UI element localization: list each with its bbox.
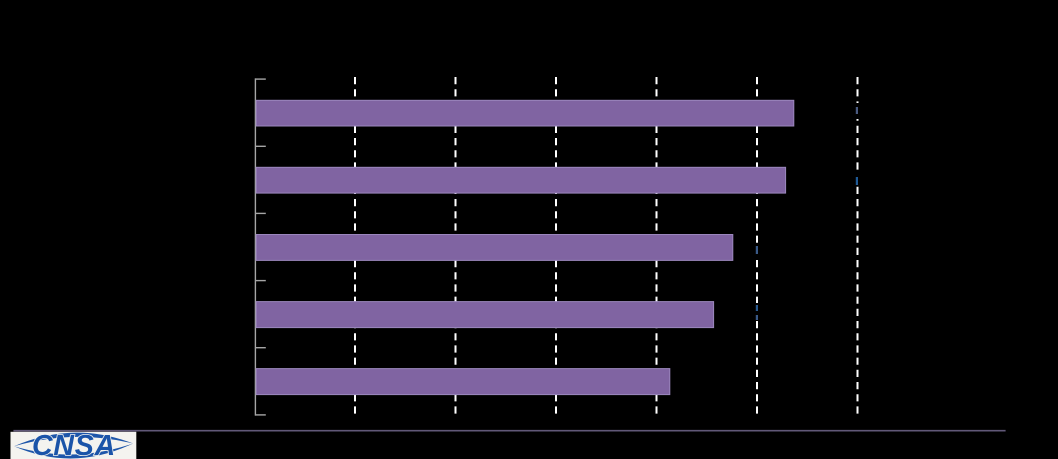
svg-text:CNSA: CNSA [32, 430, 116, 459]
